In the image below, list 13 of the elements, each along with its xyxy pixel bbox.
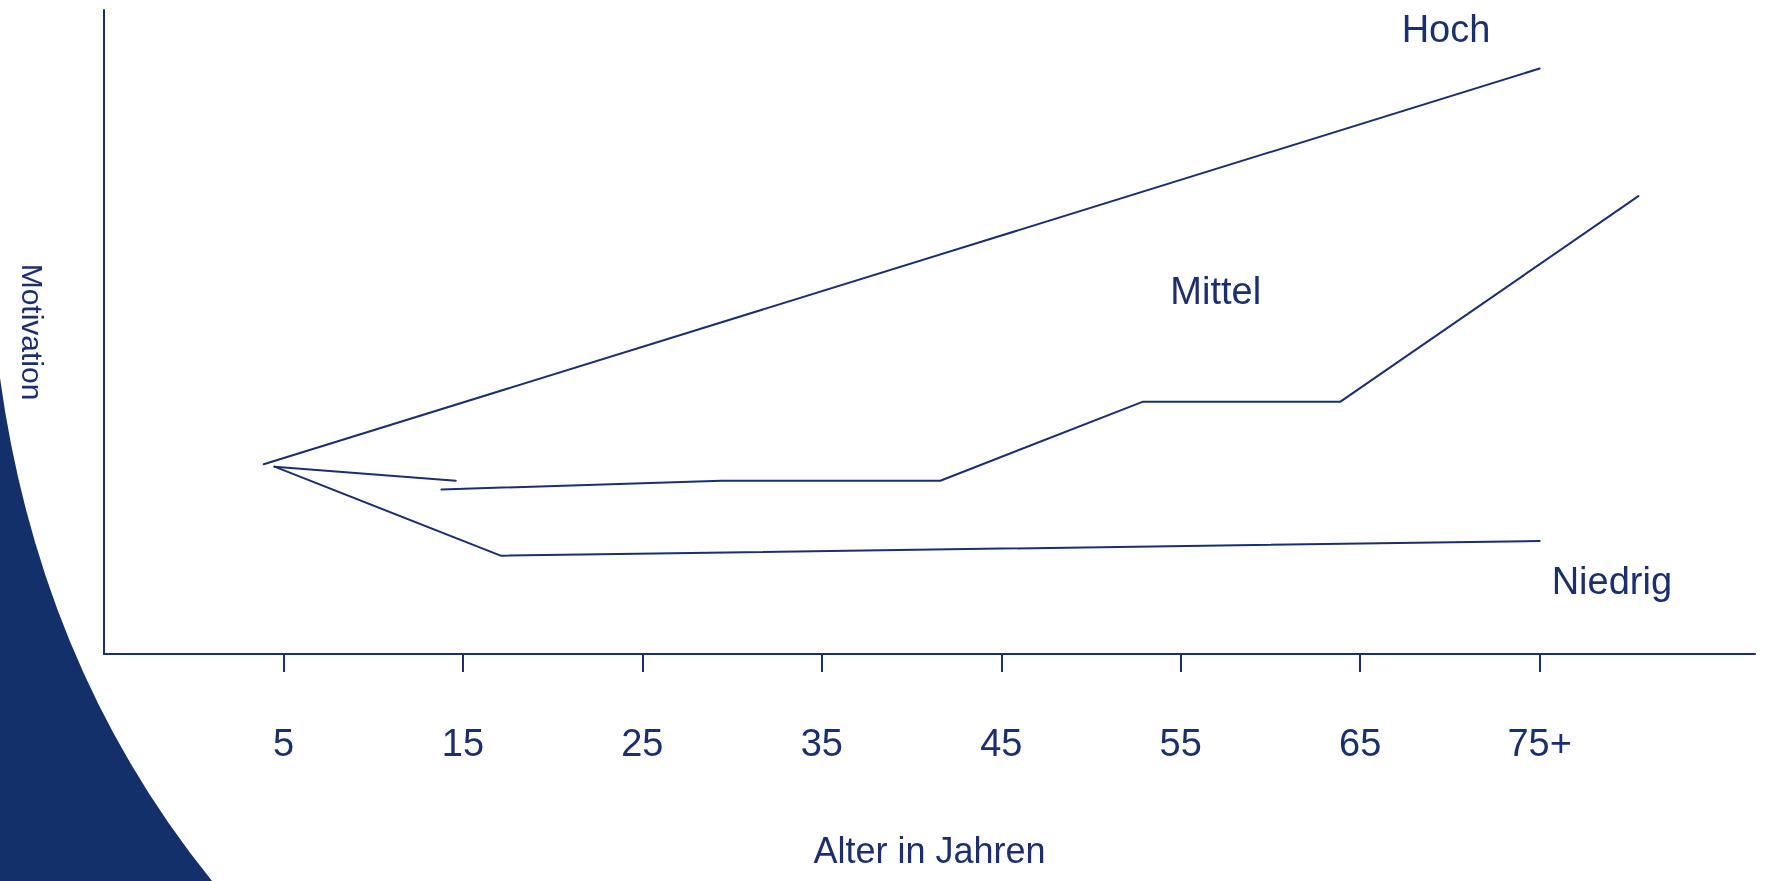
x-tick-label: 5 xyxy=(272,722,295,764)
x-tick-label: 25 xyxy=(621,722,664,764)
series-label: Hoch xyxy=(1401,7,1491,50)
x-tick-label: 15 xyxy=(441,722,485,764)
x-tick-label: 65 xyxy=(1339,722,1382,764)
x-axis-title: Alter in Jahren xyxy=(813,829,1046,871)
x-tick-label: 45 xyxy=(980,722,1023,764)
text: Mittel xyxy=(1170,270,1262,313)
y-axis-title: Motivation xyxy=(15,263,49,401)
x-tick-label: 35 xyxy=(800,722,843,764)
x-tick-label: 75+ xyxy=(1507,722,1572,764)
series-label: Niedrig xyxy=(1551,560,1673,603)
x-tick-label: 55 xyxy=(1159,722,1202,764)
